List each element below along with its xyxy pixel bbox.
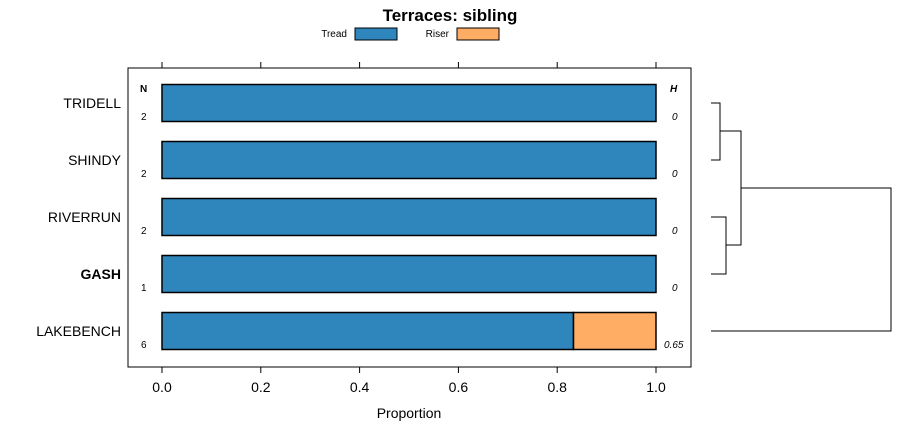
dendrogram-branch bbox=[711, 216, 727, 275]
h-value: 0.65 bbox=[664, 340, 684, 351]
legend: Tread Riser bbox=[321, 27, 500, 41]
bar-riverrun-tread bbox=[161, 197, 657, 237]
n-value: 2 bbox=[141, 112, 147, 123]
bar-lakebench-riser bbox=[572, 311, 657, 351]
category-label-lakebench: LAKEBENCH bbox=[36, 323, 121, 339]
h-value: 0 bbox=[672, 283, 678, 294]
n-value: 1 bbox=[141, 283, 147, 294]
x-tick-label: 0.8 bbox=[547, 379, 567, 395]
legend-label-riser: Riser bbox=[426, 29, 450, 40]
x-tick-label: 0.6 bbox=[449, 379, 469, 395]
x-tick-label: 0.0 bbox=[152, 379, 172, 395]
h-header: H bbox=[670, 84, 678, 95]
dendrogram bbox=[711, 102, 892, 332]
legend-label-tread: Tread bbox=[321, 29, 347, 40]
x-tick-label: 0.4 bbox=[350, 379, 370, 395]
dendrogram-branch bbox=[711, 187, 892, 332]
x-axis: 0.0 0.2 0.4 0.6 0.8 1.0 bbox=[152, 62, 666, 395]
bar-tridell-tread bbox=[161, 83, 657, 123]
legend-swatch-tread bbox=[354, 27, 398, 41]
n-value: 2 bbox=[141, 169, 147, 180]
category-labels: TRIDELL SHINDY RIVERRUN GASH LAKEBENCH bbox=[36, 95, 121, 339]
dendrogram-branch bbox=[711, 102, 721, 161]
dendrogram-branch bbox=[720, 130, 742, 246]
x-tick-label: 1.0 bbox=[646, 379, 666, 395]
h-value: 0 bbox=[672, 169, 678, 180]
n-header: N bbox=[140, 84, 147, 95]
bars bbox=[161, 83, 657, 351]
category-label-tridell: TRIDELL bbox=[63, 95, 121, 111]
category-label-riverrun: RIVERRUN bbox=[48, 209, 121, 225]
category-label-shindy: SHINDY bbox=[68, 152, 122, 168]
x-axis-label: Proportion bbox=[377, 405, 442, 421]
legend-swatch-riser bbox=[456, 27, 500, 41]
x-tick-label: 0.2 bbox=[251, 379, 271, 395]
h-labels: H 0 0 0 0 0.65 bbox=[664, 84, 684, 351]
bar-shindy-tread bbox=[161, 140, 657, 180]
category-label-gash: GASH bbox=[81, 266, 121, 282]
plot-frame bbox=[127, 67, 692, 368]
chart-title: Terraces: sibling bbox=[383, 6, 518, 25]
n-labels: N 2 2 2 1 6 bbox=[140, 84, 147, 351]
bar-gash-tread bbox=[161, 254, 657, 294]
h-value: 0 bbox=[672, 112, 678, 123]
h-value: 0 bbox=[672, 226, 678, 237]
n-value: 2 bbox=[141, 226, 147, 237]
n-value: 6 bbox=[141, 340, 147, 351]
bar-lakebench-tread bbox=[161, 311, 575, 351]
